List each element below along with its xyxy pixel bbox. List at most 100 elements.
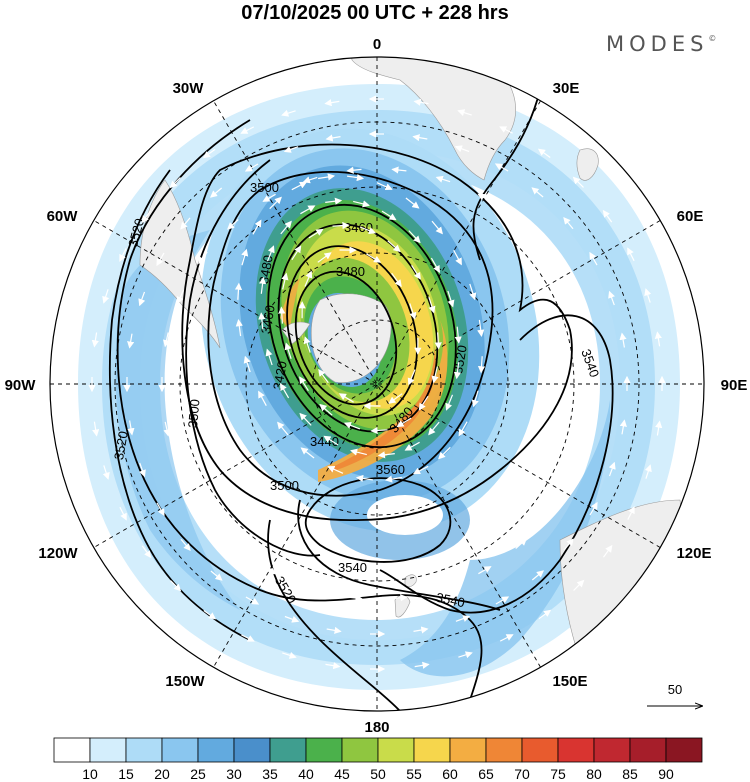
contour-3500-west (185, 159, 321, 557)
contour-label: 3520 (125, 217, 147, 249)
wind-arrow (453, 362, 462, 380)
contour-africa-line (472, 89, 541, 261)
wind-arrow (431, 220, 443, 235)
colorbar-tick-label: 90 (658, 766, 674, 782)
wind-arrow (92, 421, 100, 437)
wind-arrow (258, 390, 267, 406)
wind-arrow (245, 596, 260, 605)
wind-arrow (300, 447, 315, 459)
wind-arrow (477, 319, 485, 337)
wind-arrow (227, 219, 239, 230)
colorbar-swatch (233, 737, 271, 763)
wind-arrow (469, 283, 477, 301)
wind-arrow (235, 319, 243, 337)
wind-arrow (627, 506, 635, 520)
wind-arrow (299, 412, 312, 426)
contour-3540-east (379, 314, 614, 614)
wind-arrow (177, 464, 185, 479)
colorbar-tick-label: 25 (190, 766, 206, 782)
wind-arrow (279, 383, 290, 399)
contour-3500 (207, 170, 494, 497)
contour-3560-loop (304, 477, 452, 563)
wind-arrow (655, 420, 663, 436)
colorbar-swatch (593, 737, 631, 763)
lon-label-90e: 90E (721, 377, 748, 394)
wind-arrow (266, 245, 275, 262)
wind-arrow (355, 474, 373, 483)
lon-label-90w: 90W (5, 377, 37, 394)
wind-arrow (203, 610, 217, 620)
colorbar-tick-label: 30 (226, 766, 242, 782)
wind-arrow (139, 462, 146, 478)
wind-arrow (240, 126, 255, 134)
colorbar-tick-label: 70 (514, 766, 530, 782)
wind-arrow (388, 393, 403, 404)
wind-arrow (284, 615, 300, 623)
wind-arrow (323, 435, 339, 446)
wind-arrow (546, 503, 556, 517)
wind-arrow (347, 173, 365, 182)
lon-label-60w: 60W (47, 208, 79, 225)
wind-arrow (326, 626, 342, 634)
map-rim (49, 56, 705, 712)
jet-streak-left (280, 278, 300, 330)
wind-arrow (404, 441, 420, 451)
contour-label: 3520 (111, 430, 131, 461)
wind-arrow (377, 451, 395, 459)
colorbar-tick-label: 65 (478, 766, 494, 782)
contour-3480 (267, 203, 457, 449)
wind-arrow (300, 205, 316, 215)
wind-arrow (499, 634, 514, 642)
contour-label: 3500 (185, 398, 202, 428)
wind-arrow (457, 109, 472, 117)
wind-arrow (210, 570, 223, 581)
wind-arrow (169, 177, 181, 189)
wind-arrow (644, 464, 652, 479)
wind-arrow (408, 230, 421, 244)
contour-3520-far-west (108, 169, 251, 641)
colorbar-swatch (161, 737, 199, 763)
wind-arrow (563, 216, 574, 230)
wind-arrow (413, 626, 429, 634)
colorbar-tick-label: 35 (262, 766, 278, 782)
wind-arrow (413, 98, 429, 106)
wind-arrow (347, 594, 363, 602)
wind-arrow (283, 146, 299, 153)
wind-arrow (412, 465, 429, 475)
wind-arrow (603, 544, 613, 558)
wind-arrow (299, 376, 309, 392)
contour-layer (108, 89, 614, 711)
wind-arrow (494, 163, 509, 172)
wind-arrow (445, 394, 454, 411)
colorbar-swatch (413, 737, 451, 763)
colorbar-swatch (197, 737, 235, 763)
meridian-30 (213, 100, 541, 668)
wind-arrow (418, 395, 429, 411)
wind-arrow (319, 403, 333, 416)
west-band-shade (115, 230, 240, 610)
wind-arrow (343, 421, 361, 430)
modes-logo: MODES© (606, 32, 716, 56)
wind-arrow (302, 176, 318, 184)
contour-3540-south (297, 499, 501, 611)
wind-arrow (458, 421, 468, 437)
wind-vectors (88, 95, 666, 673)
wind-arrow (209, 187, 223, 198)
colorbar-swatch (125, 737, 163, 763)
wind-arrow (531, 570, 545, 581)
wind-arrow (317, 252, 332, 263)
longitude-labels: 0 30E 60E 90E 120E 150E 180 150W 120W 90… (5, 36, 748, 736)
colorbar-tick-label: 10 (82, 766, 98, 782)
colorbar-tick-label: 75 (550, 766, 566, 782)
wind-arrow (308, 228, 324, 239)
wind-arrow (252, 219, 262, 235)
wind-arrow (141, 210, 151, 224)
wind-arrow (262, 193, 276, 202)
lon-label-0: 0 (373, 36, 381, 53)
colorbar-swatch (449, 737, 487, 763)
wind-arrow (391, 166, 407, 174)
colorbar-swatch (521, 737, 559, 763)
wind-arrow (407, 369, 416, 386)
lon-label-150e: 150E (552, 673, 587, 690)
wind-arrow (282, 651, 297, 659)
